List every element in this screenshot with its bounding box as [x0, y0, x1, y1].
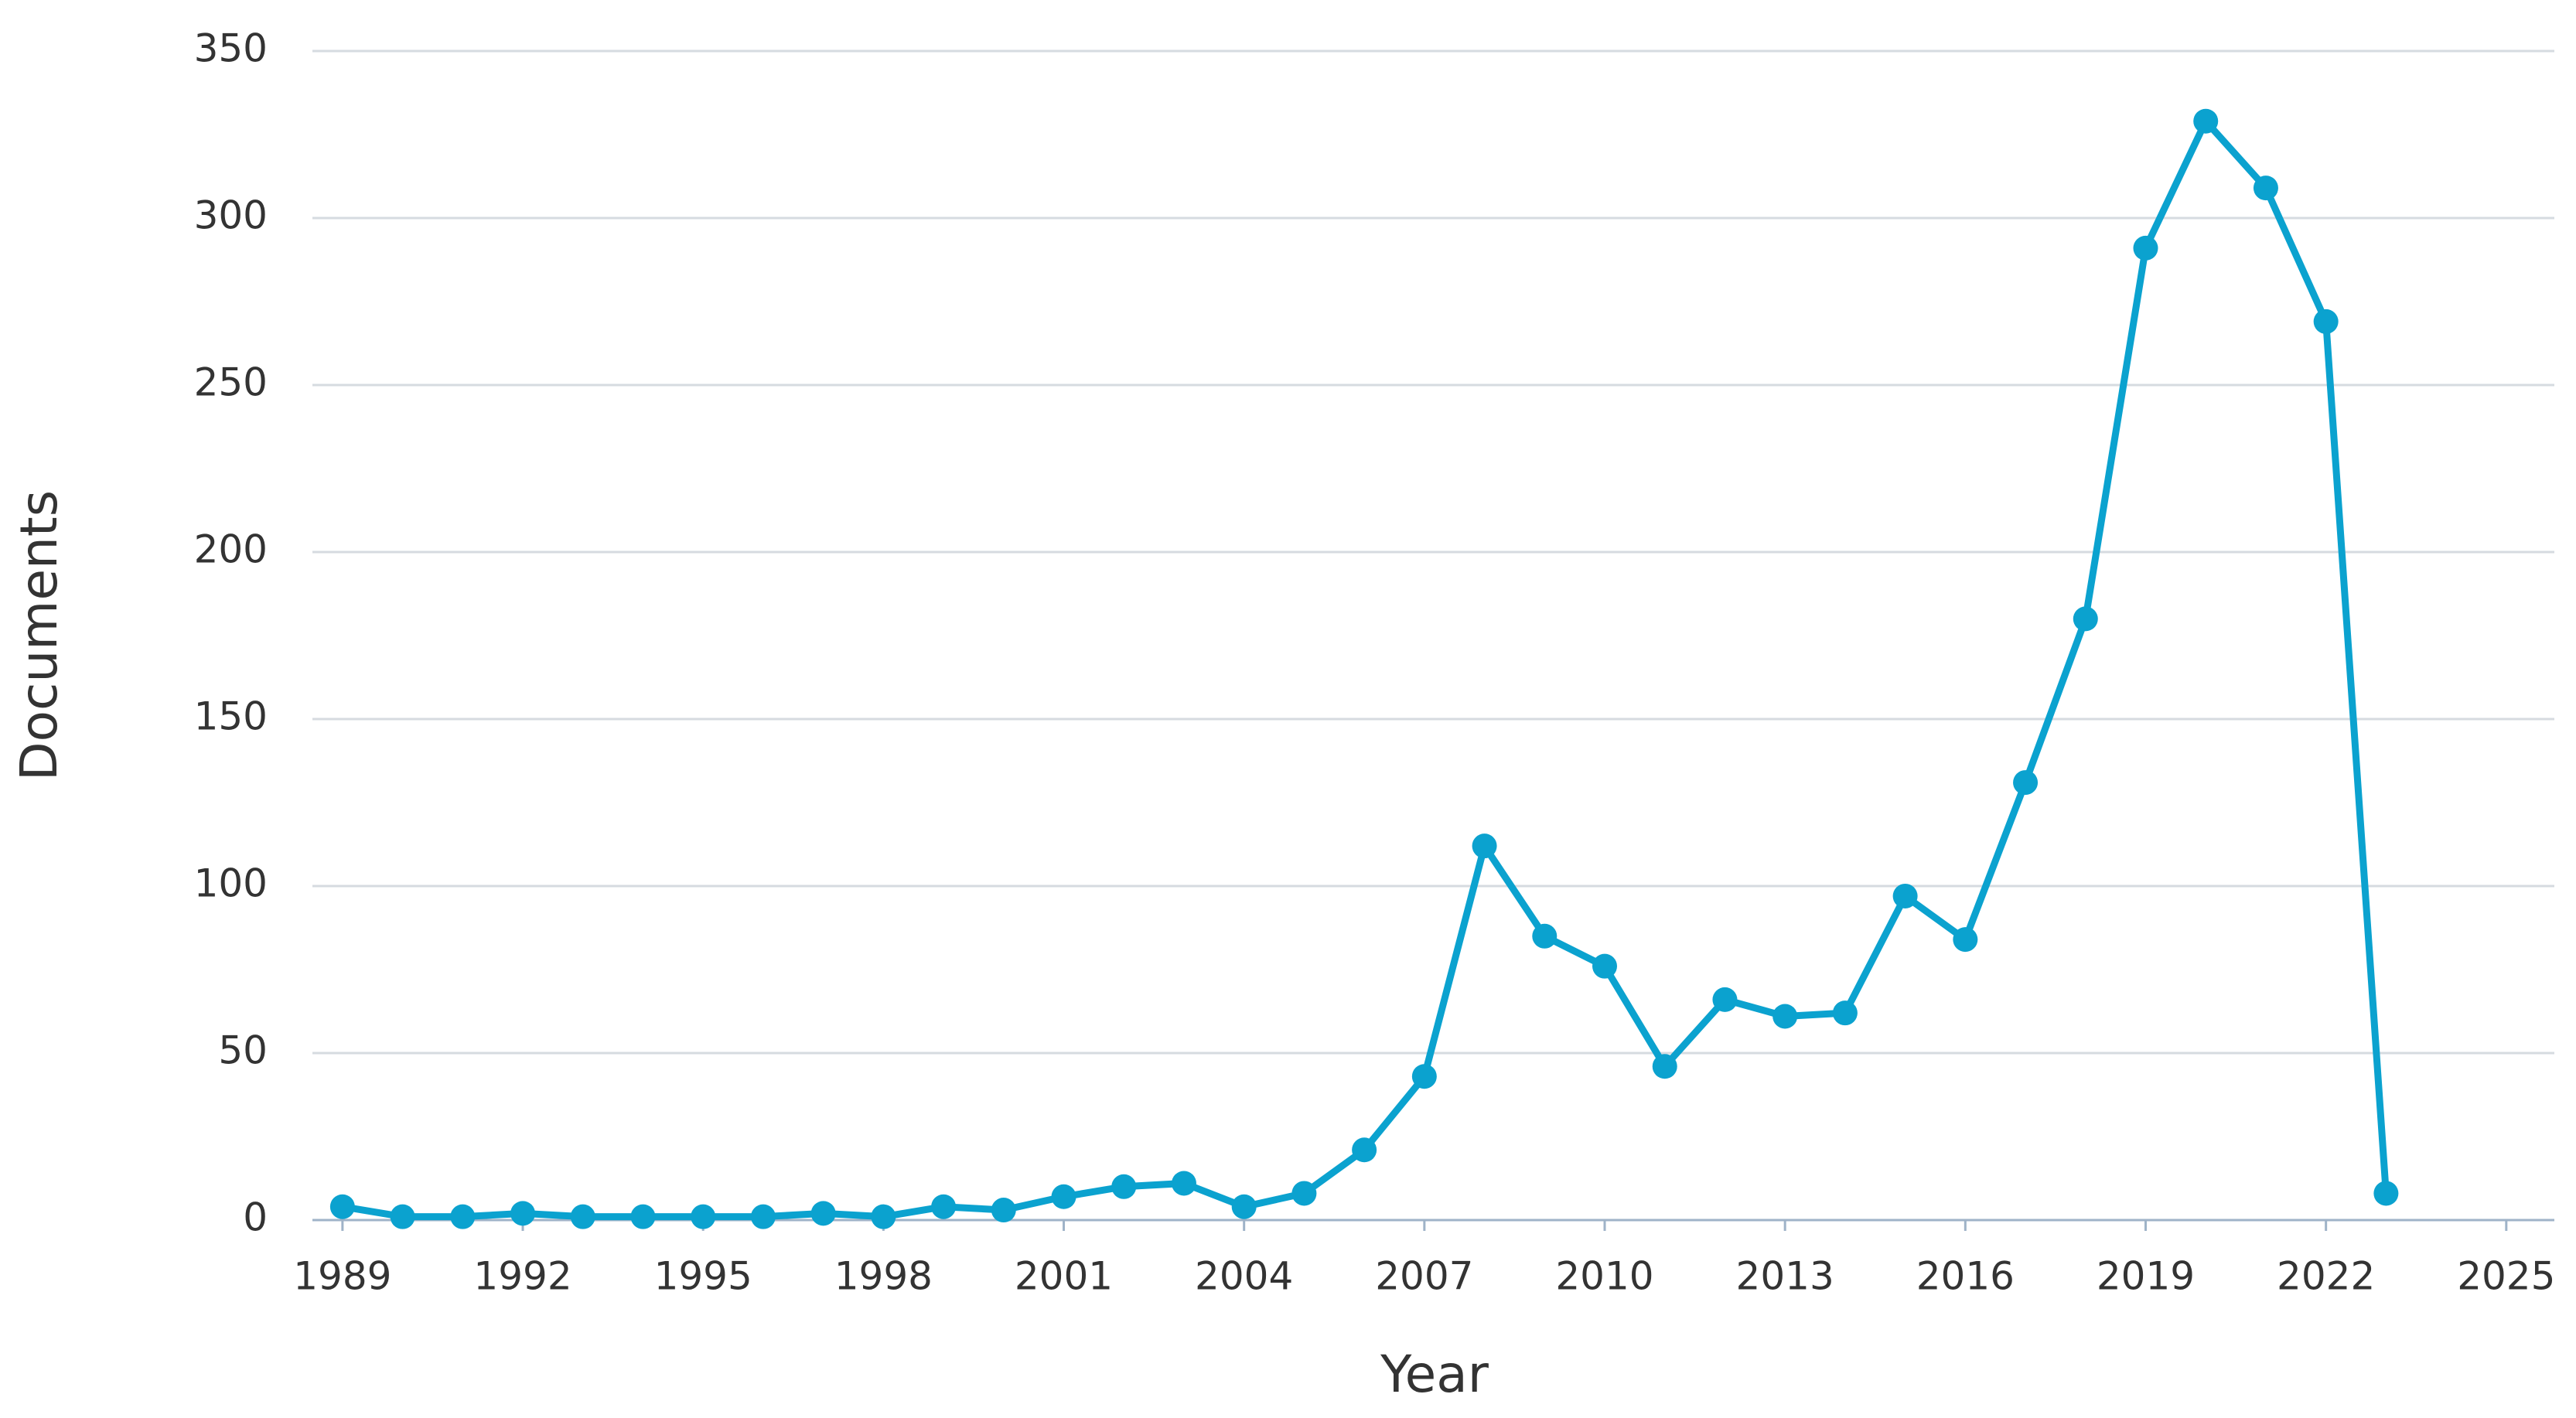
- data-point: [691, 1204, 716, 1229]
- data-point: [1772, 1004, 1798, 1029]
- data-point: [2073, 606, 2098, 632]
- y-tick-label: 350: [194, 26, 268, 71]
- x-tick-label: 2001: [1015, 1254, 1113, 1299]
- data-point: [2133, 235, 2158, 261]
- y-tick-label: 300: [194, 193, 268, 238]
- data-point: [329, 1194, 355, 1219]
- x-tick-label: 2019: [2097, 1254, 2195, 1299]
- y-axis-label: Documents: [9, 490, 69, 781]
- data-point: [1051, 1184, 1076, 1209]
- data-point: [931, 1194, 957, 1219]
- data-point: [1953, 927, 1978, 953]
- data-point: [810, 1201, 836, 1226]
- data-point: [871, 1204, 896, 1229]
- x-tick-label: 1998: [834, 1254, 933, 1299]
- data-point: [991, 1198, 1016, 1223]
- data-point: [1532, 923, 1558, 949]
- data-point: [2253, 176, 2278, 201]
- y-tick-label: 100: [194, 861, 268, 906]
- data-point: [630, 1204, 656, 1229]
- data-point: [1111, 1174, 1137, 1199]
- x-tick-label: 2004: [1195, 1254, 1293, 1299]
- data-point: [1291, 1181, 1317, 1206]
- x-tick-label: 2007: [1375, 1254, 1473, 1299]
- x-tick-label: 2016: [1916, 1254, 2015, 1299]
- data-point: [570, 1204, 595, 1229]
- data-point: [1892, 883, 1918, 908]
- data-point: [1472, 833, 1497, 859]
- y-tick-label: 0: [243, 1195, 268, 1240]
- x-tick-label: 1995: [654, 1254, 752, 1299]
- y-tick-label: 50: [218, 1028, 268, 1073]
- data-point: [1592, 953, 1618, 979]
- data-point: [750, 1204, 776, 1229]
- data-point: [2373, 1181, 2399, 1206]
- x-tick-label: 2013: [1736, 1254, 1834, 1299]
- y-tick-label: 250: [194, 360, 268, 405]
- data-point: [2013, 770, 2039, 796]
- data-point: [1171, 1171, 1196, 1196]
- x-tick-label: 2022: [2277, 1254, 2375, 1299]
- y-tick-label: 150: [194, 694, 268, 739]
- data-point: [2313, 308, 2339, 334]
- data-point: [1352, 1137, 1377, 1163]
- data-point: [1832, 1000, 1858, 1026]
- x-tick-label: 2010: [1555, 1254, 1653, 1299]
- x-tick-label: 1992: [473, 1254, 571, 1299]
- data-point: [510, 1201, 536, 1226]
- data-point: [1411, 1064, 1437, 1089]
- x-tick-label: 1989: [293, 1254, 391, 1299]
- x-axis-label: Year: [1380, 1345, 1489, 1404]
- data-point: [450, 1204, 476, 1229]
- data-point: [1652, 1054, 1677, 1079]
- data-point: [1231, 1194, 1257, 1219]
- y-tick-label: 200: [194, 527, 268, 572]
- data-point: [390, 1204, 415, 1229]
- x-tick-label: 2025: [2457, 1254, 2555, 1299]
- data-point: [2193, 108, 2219, 134]
- data-point: [1712, 987, 1738, 1012]
